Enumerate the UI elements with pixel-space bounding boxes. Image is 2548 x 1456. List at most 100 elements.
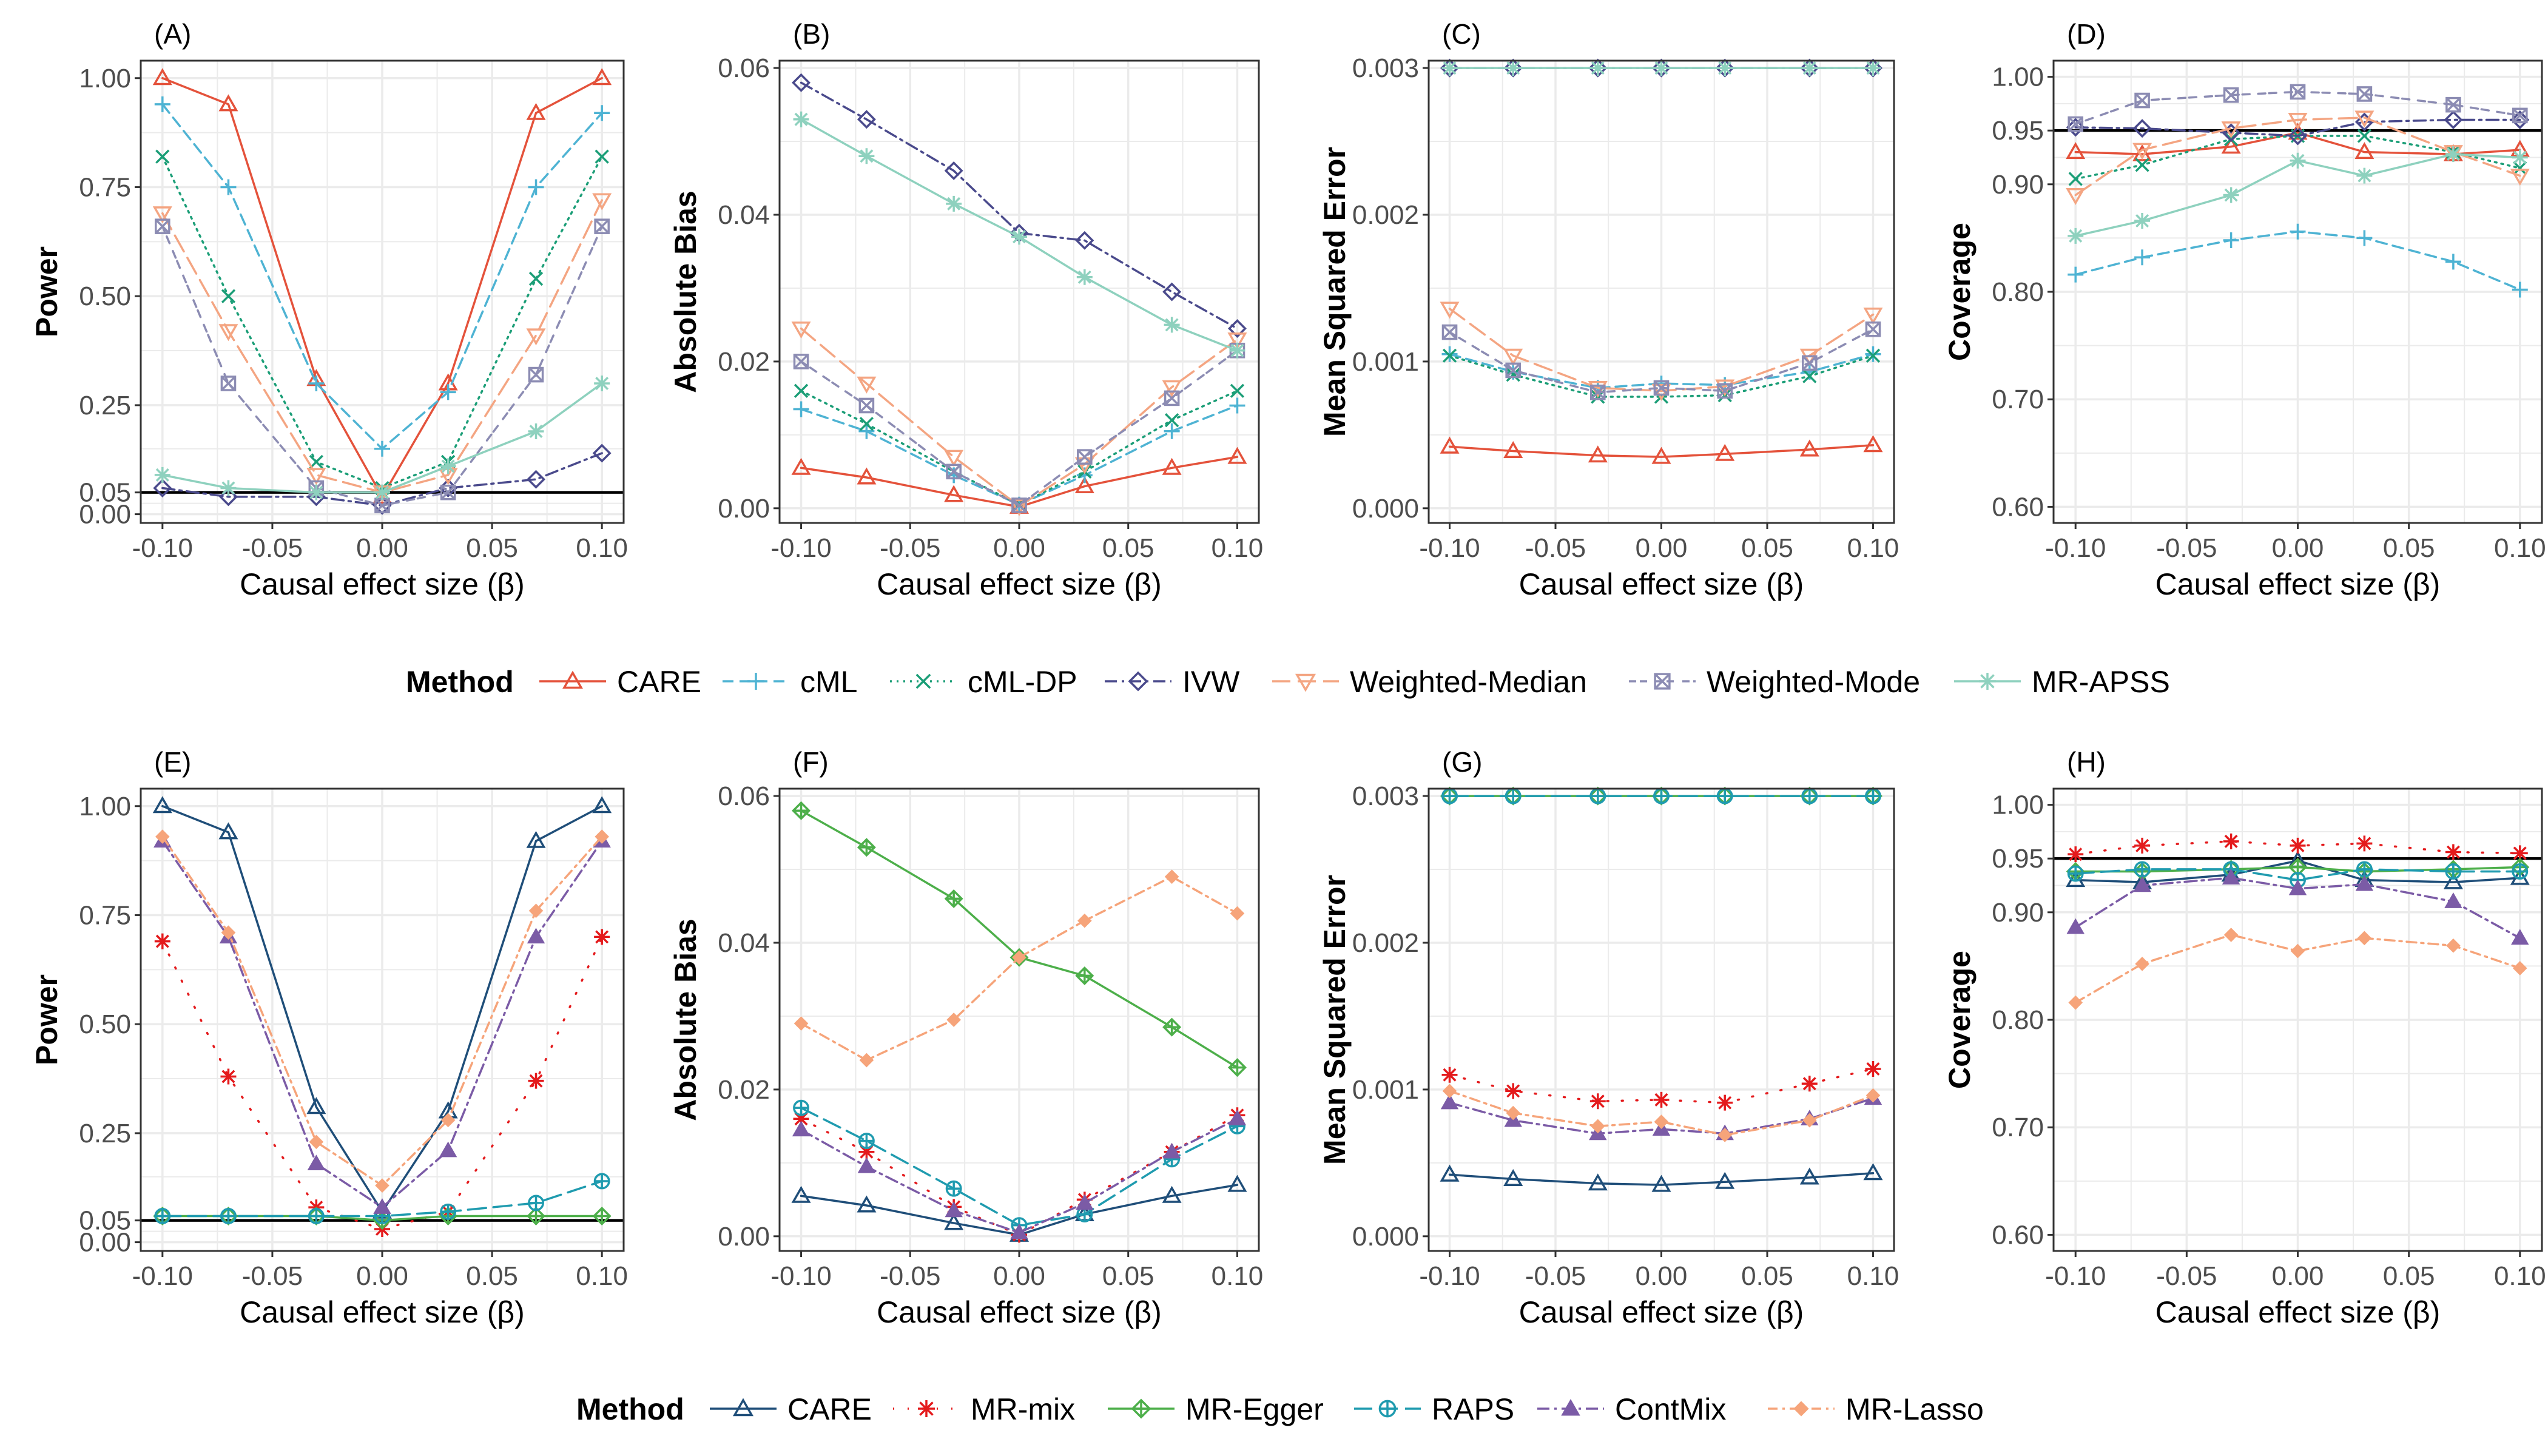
y-tick-label: 0.70 (1992, 1113, 2044, 1142)
data-point-contmix (527, 928, 545, 944)
legend-top: Method CARE cML cML-DP IVW Weighted-Median Wei… (406, 665, 2170, 699)
y-tick-label: 0.50 (79, 281, 131, 311)
data-point-mr-apss (858, 148, 875, 164)
data-point-cml (154, 96, 170, 112)
y-axis-title: Power (30, 974, 64, 1065)
data-point-weighted-median (218, 324, 238, 342)
data-point-contmix (945, 1201, 963, 1218)
data-point-care (857, 1195, 877, 1213)
data-point-mr-lasso (1802, 1113, 1817, 1128)
y-tick-label: 0.70 (1992, 385, 2044, 414)
data-point-weighted-mode (946, 463, 962, 480)
data-point-care (1440, 1164, 1460, 1182)
data-point-care (526, 831, 546, 848)
legend-item-mr-apss: MR-APSS (1954, 665, 2170, 699)
x-tick-label: 0.10 (2494, 533, 2546, 563)
data-point-cml (2134, 249, 2151, 266)
x-tick-label: 0.05 (1741, 533, 1793, 563)
legend-label: Weighted-Mode (1707, 665, 1920, 699)
data-point-mr-mix (528, 1073, 544, 1089)
data-point-care (2066, 142, 2086, 160)
y-tick-label: 0.003 (1352, 53, 1419, 83)
data-point-mr-lasso (221, 925, 236, 940)
x-tick-label: -0.05 (242, 533, 303, 563)
panel-f: 0.00 0.02 0.04 0.06 -0.10 -0.05 0.00 0.05 0.10 Ca… (669, 746, 1263, 1329)
data-point-contmix (1440, 1093, 1459, 1110)
data-point-cml-dp (1230, 383, 1245, 398)
legend-bottom: Method CARE MR-mix MR-Egger RAPS ContMix MR-La… (576, 1392, 1984, 1426)
data-point-ivw (1162, 282, 1182, 302)
panel-label: (F) (793, 746, 829, 778)
y-tick-label: 0.000 (1352, 1222, 1419, 1252)
y-tick-label: 0.002 (1352, 200, 1419, 230)
y-axis-title: Absolute Bias (669, 918, 703, 1121)
data-point-care (1227, 1175, 1247, 1192)
x-tick-label: -0.05 (242, 1261, 303, 1291)
data-point-raps (308, 1208, 325, 1224)
x-axis-title: Causal effect size (β) (1519, 567, 1804, 601)
x-tick-label: 0.00 (1636, 1261, 1688, 1291)
legend-key-marker (1793, 1401, 1809, 1417)
data-point-ivw (592, 443, 612, 463)
x-tick-label: -0.10 (132, 533, 193, 563)
series-cml (154, 96, 610, 457)
data-point-raps (528, 1195, 544, 1212)
data-point-care (1503, 1168, 1523, 1186)
data-point-contmix (1076, 1194, 1094, 1210)
data-point-mr-egger (944, 889, 963, 908)
data-point-mr-apss (1441, 60, 1458, 76)
data-point-weighted-median (2221, 121, 2241, 139)
x-tick-label: 0.10 (1212, 1261, 1264, 1291)
data-point-mr-mix (858, 1144, 875, 1160)
data-point-mr-apss (374, 484, 390, 500)
data-point-mr-apss (1229, 342, 1245, 359)
data-point-cml (793, 401, 809, 417)
x-tick-label: -0.10 (1419, 533, 1480, 563)
series-mr-lasso (1442, 1084, 1881, 1142)
data-point-weighted-mode (858, 397, 875, 414)
series-cml (2068, 223, 2528, 298)
data-point-care (944, 1213, 964, 1230)
data-point-mr-lasso (309, 1134, 324, 1150)
y-tick-label: 0.95 (1992, 116, 2044, 146)
y-tick-label: 0.25 (79, 391, 131, 420)
series-mr-mix (1441, 1061, 1881, 1111)
data-point-mr-mix (1717, 1094, 1733, 1111)
data-point-raps (1865, 787, 1881, 804)
y-tick-label: 0.90 (1992, 170, 2044, 200)
data-point-mr-apss (1505, 60, 1522, 76)
data-point-mr-lasso (2512, 961, 2527, 976)
x-tick-label: 0.00 (1636, 533, 1688, 563)
y-tick-label: 1.00 (79, 792, 131, 821)
x-tick-label: -0.05 (880, 533, 940, 563)
data-point-ivw (372, 496, 392, 515)
data-point-cml (440, 384, 456, 400)
x-tick-label: 0.05 (1102, 1261, 1154, 1291)
y-tick-label: 0.75 (79, 172, 131, 202)
data-point-mr-lasso (1590, 1119, 1605, 1134)
x-tick-label: 0.00 (993, 533, 1045, 563)
x-tick-label: -0.05 (880, 1261, 940, 1291)
series-weighted-mode (2068, 84, 2528, 132)
x-tick-label: 0.10 (1847, 533, 1899, 563)
y-axis-title: Coverage (1943, 223, 1977, 361)
x-axis-title: Causal effect size (β) (877, 567, 1162, 601)
data-point-mr-apss (2068, 228, 2084, 244)
panel-label: (B) (793, 18, 830, 50)
series-line-care (1448, 1172, 1875, 1186)
data-point-mr-egger (592, 1207, 612, 1225)
series-mr-lasso (2068, 928, 2527, 1010)
data-point-care (306, 1097, 326, 1114)
y-tick-label: 0.00 (718, 1222, 770, 1252)
y-tick-label: 0.50 (79, 1009, 131, 1039)
data-point-cml (308, 375, 325, 391)
data-point-weighted-median (1009, 499, 1030, 516)
data-point-mr-apss (440, 458, 456, 474)
data-point-mr-apss (1865, 60, 1881, 76)
x-tick-label: 0.00 (2272, 1261, 2324, 1291)
data-point-mr-mix (1653, 1091, 1670, 1108)
panel-h: 0.60 0.70 0.80 0.90 0.95 1.00 -0.10 -0.05 0.00 0.… (1943, 746, 2546, 1329)
data-point-cml (220, 179, 237, 195)
legend-label: RAPS (1432, 1392, 1514, 1426)
